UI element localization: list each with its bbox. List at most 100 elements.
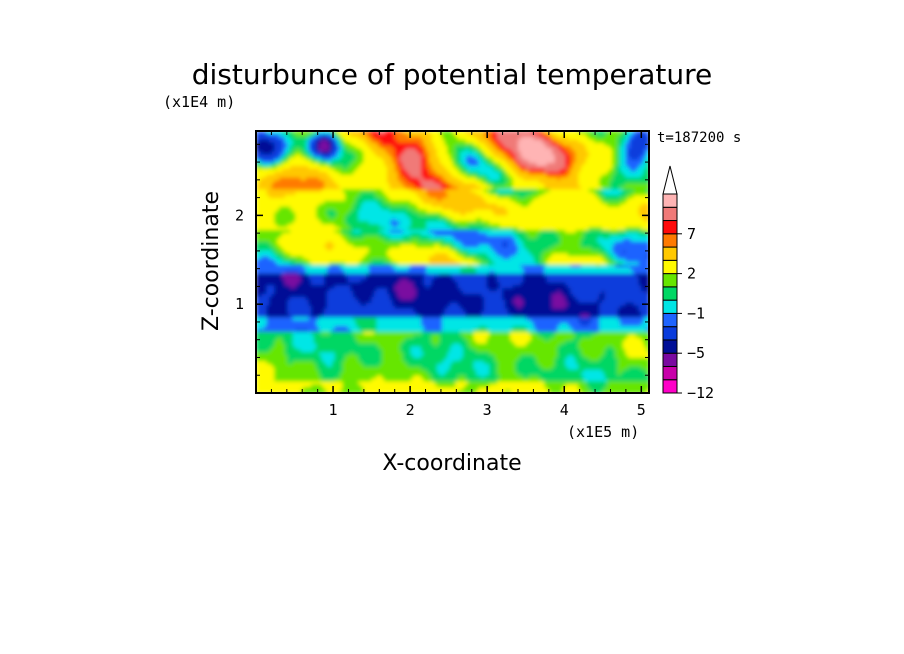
field-cell <box>554 139 558 144</box>
field-cell <box>504 145 509 150</box>
field-cell <box>405 160 409 164</box>
field-cell <box>439 157 443 161</box>
field-cell <box>559 151 564 155</box>
field-cell <box>345 160 349 164</box>
field-cell <box>489 131 493 135</box>
field-cell <box>552 136 556 141</box>
field-cell <box>384 139 388 144</box>
field-cell <box>287 154 291 158</box>
field-cell <box>620 136 624 141</box>
field-cell <box>599 139 603 144</box>
field-cell <box>305 133 309 138</box>
field-cell <box>538 139 543 144</box>
field-cell <box>256 163 260 167</box>
field-cell <box>473 136 477 141</box>
field-cell <box>565 148 569 152</box>
field-cell <box>352 142 357 147</box>
field-cell <box>274 148 278 152</box>
field-cell <box>528 151 532 155</box>
field-cell <box>324 157 328 161</box>
field-cell <box>515 145 519 150</box>
field-cell <box>510 142 514 147</box>
field-cell <box>308 157 312 161</box>
field-cell <box>497 145 501 150</box>
field-cell <box>266 139 270 144</box>
field-cell <box>276 148 281 152</box>
field-cell <box>376 154 380 158</box>
field-cell <box>431 142 435 147</box>
field-cell <box>478 131 482 135</box>
field-cell <box>465 154 469 158</box>
field-cell <box>525 160 530 164</box>
field-cell <box>366 154 370 158</box>
field-cell <box>279 133 283 138</box>
field-cell <box>607 160 611 164</box>
field-cell <box>593 157 598 161</box>
field-cell <box>256 131 260 135</box>
field-cell <box>573 142 577 147</box>
field-cell <box>434 133 438 138</box>
field-cell <box>339 160 344 164</box>
field-cell <box>583 145 587 150</box>
field-cell <box>546 160 551 164</box>
field-cell <box>489 148 493 152</box>
field-cell <box>368 148 372 152</box>
field-cell <box>470 133 475 138</box>
field-cell <box>415 142 420 147</box>
field-cell <box>512 145 516 150</box>
field-cell <box>276 154 281 158</box>
field-cell <box>436 160 440 164</box>
field-cell <box>384 148 388 152</box>
field-cell <box>284 160 289 164</box>
field-cell <box>434 145 438 150</box>
field-cell <box>583 154 587 158</box>
field-cell <box>256 133 260 138</box>
field-cell <box>620 142 624 147</box>
field-cell <box>321 148 325 152</box>
field-cell <box>271 157 275 161</box>
field-cell <box>559 157 564 161</box>
field-cell <box>523 142 527 147</box>
field-cell <box>407 136 412 141</box>
field-cell <box>402 136 406 141</box>
field-cell <box>266 151 270 155</box>
field-cell <box>591 151 595 155</box>
field-cell <box>494 142 498 147</box>
field-cell <box>494 133 498 138</box>
field-cell <box>329 133 333 138</box>
field-cell <box>334 142 338 147</box>
field-cell <box>444 142 448 147</box>
field-cell <box>486 157 490 161</box>
field-cell <box>580 157 585 161</box>
field-cell <box>549 151 553 155</box>
field-cell <box>381 160 385 164</box>
field-cell <box>452 133 456 138</box>
field-cell <box>554 142 558 147</box>
field-cell <box>536 136 540 141</box>
field-cell <box>580 142 585 147</box>
field-cell <box>533 148 537 152</box>
field-cell <box>410 139 414 144</box>
field-cell <box>635 133 640 138</box>
field-cell <box>276 157 281 161</box>
field-cell <box>452 142 456 147</box>
field-cell <box>347 157 351 161</box>
field-cell <box>371 160 375 164</box>
field-cell <box>504 139 509 144</box>
field-cell <box>415 154 420 158</box>
field-cell <box>292 148 296 152</box>
field-cell <box>376 142 380 147</box>
field-cell <box>565 139 569 144</box>
field-cell <box>284 133 289 138</box>
field-cell <box>342 131 346 135</box>
field-cell <box>643 136 647 141</box>
field-cell <box>434 151 438 155</box>
field-cell <box>392 139 396 144</box>
field-cell <box>609 154 613 158</box>
field-cell <box>431 154 435 158</box>
field-cell <box>379 160 383 164</box>
field-cell <box>449 136 454 141</box>
field-cell <box>442 131 446 135</box>
field-cell <box>473 151 477 155</box>
field-cell <box>499 133 503 138</box>
